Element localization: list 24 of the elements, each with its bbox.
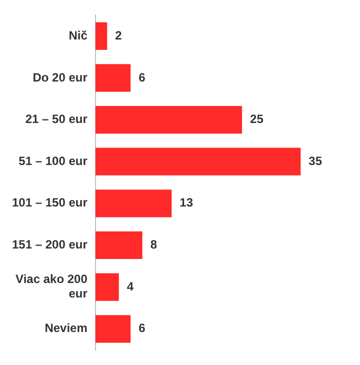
bar — [95, 315, 131, 343]
y-tick-label: Nič — [68, 28, 88, 42]
bar — [95, 231, 142, 260]
bar — [95, 148, 301, 176]
bar — [95, 190, 172, 218]
data-label: 4 — [126, 279, 134, 294]
bar — [95, 22, 108, 50]
y-tick-label: 51 – 100 eur — [18, 154, 88, 168]
y-tick-label: 21 – 50 eur — [25, 112, 88, 126]
y-tick-label: Neviem — [44, 321, 88, 336]
y-tick-label: 101 – 150 eur — [12, 196, 88, 210]
data-label: 35 — [308, 154, 322, 168]
data-label: 8 — [150, 238, 158, 252]
y-tick-label: Viac ako 200 eur — [16, 272, 88, 301]
data-label: 2 — [115, 28, 122, 42]
data-label: 13 — [180, 196, 194, 210]
bar — [95, 64, 131, 92]
data-label: 25 — [250, 112, 264, 126]
y-tick-label: 151 – 200 eur — [12, 238, 88, 252]
bar — [95, 273, 119, 301]
y-tick-label: Do 20 eur — [32, 70, 88, 84]
bar — [95, 106, 242, 134]
data-label: 6 — [138, 321, 146, 336]
data-label: 6 — [138, 70, 146, 84]
